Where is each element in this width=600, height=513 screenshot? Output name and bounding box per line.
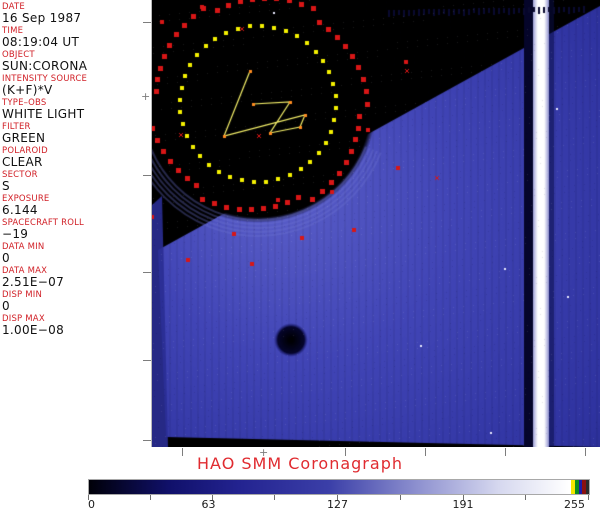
metadata-value-data-max: 2.51E−07 [2, 275, 65, 289]
metadata-panel: DATE 16 Sep 1987 TIME 08:19:04 UT OBJECT… [0, 0, 152, 447]
metadata-label-spacecraft-roll: SPACECRAFT ROLL [2, 218, 84, 228]
metadata-label-data-min: DATA MIN [2, 242, 45, 252]
metadata-value-data-min: 0 [2, 251, 10, 265]
metadata-label-exposure: EXPOSURE [2, 194, 50, 204]
metadata-label-type-obs: TYPE–OBS [2, 98, 47, 108]
colorbar-tick [274, 495, 275, 500]
colorbar-tick [588, 495, 589, 500]
coronagraph-image[interactable] [152, 0, 600, 447]
colorbar-tick [212, 495, 213, 500]
colorbar-label-0: 0 [88, 498, 95, 511]
axis-plus-marker: + [141, 90, 151, 103]
colorbar-label-127: 127 [327, 498, 348, 511]
metadata-row-spacecraft-roll: SPACECRAFT ROLL −19 [2, 218, 151, 241]
metadata-value-exposure: 6.144 [2, 203, 38, 217]
colorbar-end-stripe-1 [574, 480, 579, 494]
colorbar-end-stripe-3 [582, 480, 586, 494]
metadata-row-object: OBJECT SUN:CORONA [2, 50, 151, 73]
colorbar-end-stripe-0 [570, 480, 575, 494]
colorbar [88, 479, 590, 495]
axis-tick-left [143, 175, 151, 176]
metadata-value-sector: S [2, 179, 10, 193]
metadata-row-type-obs: TYPE–OBS WHITE LIGHT [2, 98, 151, 121]
coronagraph-canvas[interactable] [152, 0, 600, 447]
metadata-row-disp-max: DISP MAX 1.00E−08 [2, 314, 151, 337]
axis-tick-bottom [182, 448, 183, 456]
metadata-value-time: 08:19:04 UT [2, 35, 80, 49]
metadata-value-spacecraft-roll: −19 [2, 227, 29, 241]
metadata-row-date: DATE 16 Sep 1987 [2, 2, 151, 25]
colorbar-end-stripe-2 [578, 480, 582, 494]
axis-tick-left [143, 360, 151, 361]
metadata-label-filter: FILTER [2, 122, 31, 132]
metadata-value-disp-max: 1.00E−08 [2, 323, 65, 337]
metadata-label-object: OBJECT [2, 50, 35, 60]
metadata-label-data-max: DATA MAX [2, 266, 48, 276]
metadata-value-type-obs: WHITE LIGHT [2, 107, 85, 121]
metadata-row-data-max: DATA MAX 2.51E−07 [2, 266, 151, 289]
metadata-label-disp-max: DISP MAX [2, 314, 45, 324]
metadata-value-filter: GREEN [2, 131, 46, 145]
metadata-value-object: SUN:CORONA [2, 59, 88, 73]
metadata-row-data-min: DATA MIN 0 [2, 242, 151, 265]
axis-tick-bottom [345, 448, 346, 456]
metadata-value-polaroid: CLEAR [2, 155, 43, 169]
metadata-label-time: TIME [2, 26, 24, 36]
metadata-label-disp-min: DISP MIN [2, 290, 43, 300]
axis-tick-bottom [505, 448, 506, 456]
metadata-row-filter: FILTER GREEN [2, 122, 151, 145]
axis-tick-left [143, 22, 151, 23]
colorbar-label-63: 63 [201, 498, 216, 511]
colorbar-ticks [88, 495, 590, 501]
axis-tick-bottom [585, 448, 586, 456]
metadata-label-intensity-source: INTENSITY SOURCE [2, 74, 88, 84]
colorbar-tick [337, 495, 338, 500]
axis-tick-left [143, 272, 151, 273]
metadata-row-intensity-source: INTENSITY SOURCE (K+F)*V [2, 74, 151, 97]
axis-tick-left [143, 440, 151, 441]
colorbar-tick [463, 495, 464, 500]
metadata-row-polaroid: POLAROID CLEAR [2, 146, 151, 169]
metadata-label-sector: SECTOR [2, 170, 38, 180]
metadata-row-time: TIME 08:19:04 UT [2, 26, 151, 49]
metadata-row-sector: SECTOR S [2, 170, 151, 193]
axis-tick-bottom [425, 448, 426, 456]
page-title: HAO SMM Coronagraph [197, 454, 403, 473]
metadata-row-exposure: EXPOSURE 6.144 [2, 194, 151, 217]
colorbar-tick [525, 495, 526, 500]
metadata-value-intensity-source: (K+F)*V [2, 83, 53, 97]
axis-plus-marker: + [259, 446, 269, 459]
metadata-value-disp-min: 0 [2, 299, 10, 313]
colorbar-tick [150, 495, 151, 500]
metadata-label-polaroid: POLAROID [2, 146, 48, 156]
colorbar-label-191: 191 [452, 498, 474, 511]
metadata-value-date: 16 Sep 1987 [2, 11, 82, 25]
colorbar-tick [400, 495, 401, 500]
colorbar-gradient [89, 480, 589, 494]
colorbar-label-255: 255 [564, 498, 585, 511]
colorbar-end-stripe-4 [585, 480, 589, 494]
colorbar-labels: 0 63 127 191 255 [0, 499, 600, 513]
colorbar-tick [88, 495, 89, 500]
metadata-label-date: DATE [2, 2, 25, 12]
metadata-row-disp-min: DISP MIN 0 [2, 290, 151, 313]
